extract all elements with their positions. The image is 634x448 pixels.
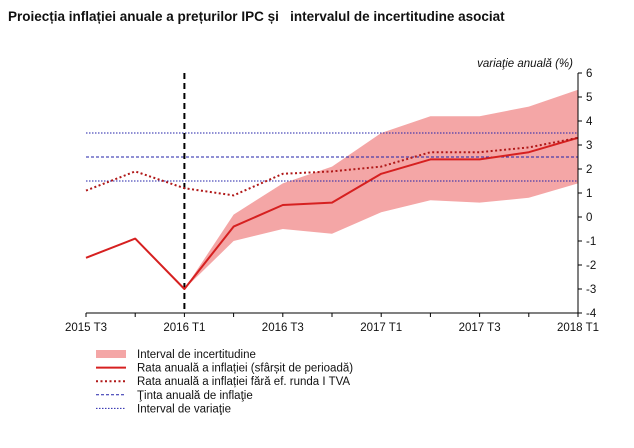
y-tick-label: -4 [586, 308, 597, 320]
y-tick-label: 3 [586, 140, 592, 152]
y-tick-label: 6 [586, 68, 592, 80]
y-tick-label: 4 [586, 116, 593, 128]
legend-label: Interval de incertitudine [137, 349, 256, 361]
y-tick-label: 0 [586, 212, 592, 224]
x-tick-label: 2016 T3 [262, 322, 304, 334]
y-tick-label: -2 [586, 260, 596, 272]
chart-title: Proiecția inflației anuale a prețurilor … [8, 9, 505, 24]
y-tick-label: -1 [586, 236, 596, 248]
y-tick-label: 1 [586, 188, 592, 200]
x-tick-label: 2018 T1 [557, 322, 599, 334]
series-line-1 [85, 136, 579, 290]
uncertainty-band [184, 89, 578, 289]
legend-swatch-band [96, 350, 126, 358]
y-tick-label: 5 [586, 92, 592, 104]
legend-label: Rata anuală a inflației (sfârșit de peri… [137, 363, 353, 375]
series-layer [85, 136, 579, 290]
y-axis-label: variaţie anuală (%) [477, 58, 573, 70]
legend-label: Ţinta anuală de inflaţie [137, 390, 253, 402]
y-tick-label: -3 [586, 284, 596, 296]
legend-label: Rata anuală a inflației fără ef. runda I… [137, 376, 350, 388]
x-tick-label: 2017 T1 [360, 322, 402, 334]
x-tick-label: 2017 T3 [459, 322, 501, 334]
y-tick-label: 2 [586, 164, 592, 176]
uncertainty-band-layer [184, 89, 578, 289]
x-tick-label: 2016 T1 [163, 322, 205, 334]
legend: Interval de incertitudine Rata anuală a i… [96, 349, 353, 415]
x-tick-label: 2015 T3 [65, 322, 107, 334]
axes-layer: 2015 T3 2016 T1 2016 T3 2017 T1 2017 T3 2018 … [65, 58, 599, 334]
legend-label: Interval de variaţie [137, 403, 231, 415]
series-line-2 [85, 136, 579, 197]
